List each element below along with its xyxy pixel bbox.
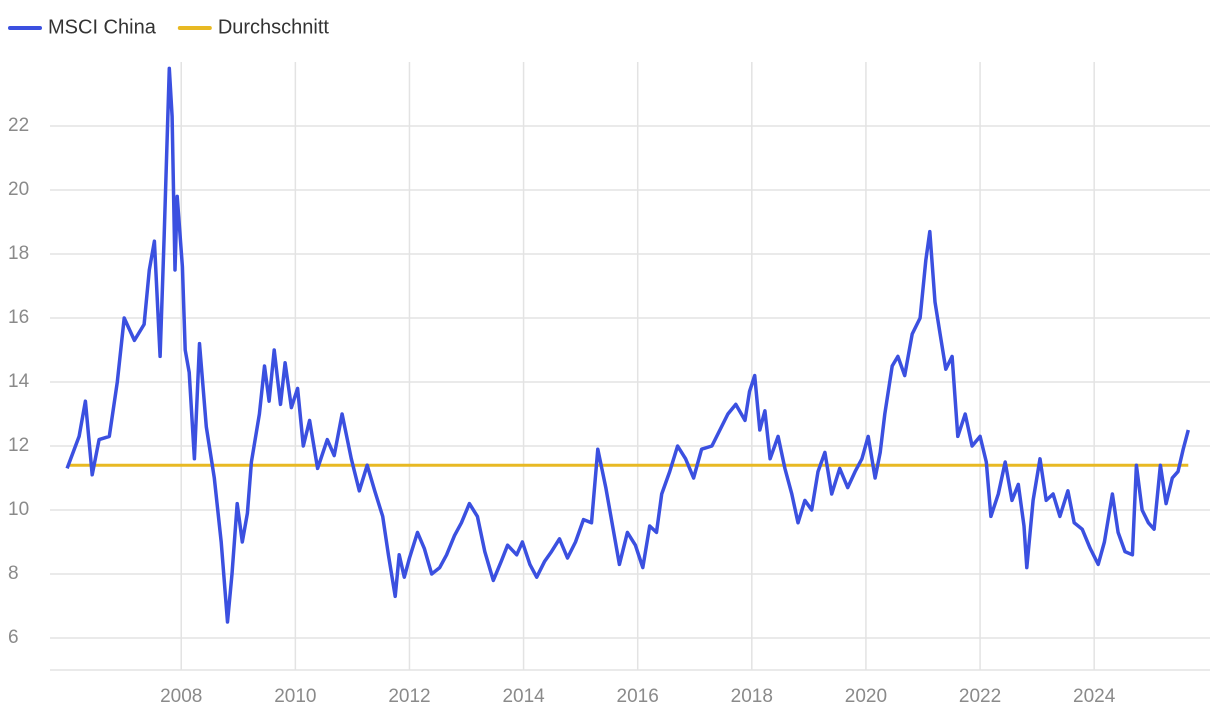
x-tick-label: 2010 xyxy=(274,686,316,707)
y-tick-label: 8 xyxy=(8,563,19,584)
x-tick-label: 2022 xyxy=(959,686,1001,707)
x-tick-label: 2020 xyxy=(845,686,887,707)
y-tick-label: 16 xyxy=(8,307,29,328)
series-line xyxy=(65,66,1190,624)
x-tick-label: 2012 xyxy=(388,686,430,707)
x-tick-label: 2014 xyxy=(502,686,545,707)
y-tick-label: 14 xyxy=(8,371,30,392)
x-tick-label: 2024 xyxy=(1073,686,1116,707)
legend-label: Durchschnitt xyxy=(218,16,330,38)
x-tick-label: 2016 xyxy=(617,686,659,707)
y-tick-label: 6 xyxy=(8,627,19,648)
y-tick-label: 10 xyxy=(8,499,29,520)
y-tick-label: 20 xyxy=(8,179,29,200)
y-tick-label: 22 xyxy=(8,115,29,136)
x-tick-label: 2018 xyxy=(731,686,773,707)
x-tick-label: 2008 xyxy=(160,686,202,707)
y-tick-label: 12 xyxy=(8,435,29,456)
legend-label: MSCI China xyxy=(48,16,157,38)
y-tick-label: 18 xyxy=(8,243,29,264)
